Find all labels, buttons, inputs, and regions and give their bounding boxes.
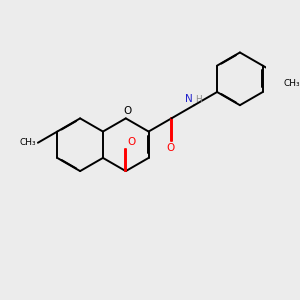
Text: O: O bbox=[123, 106, 131, 116]
Text: CH₃: CH₃ bbox=[20, 138, 37, 147]
Text: H: H bbox=[196, 95, 202, 104]
Text: N: N bbox=[185, 94, 192, 104]
Text: O: O bbox=[127, 137, 135, 147]
Text: CH₃: CH₃ bbox=[284, 79, 300, 88]
Text: O: O bbox=[166, 143, 174, 153]
